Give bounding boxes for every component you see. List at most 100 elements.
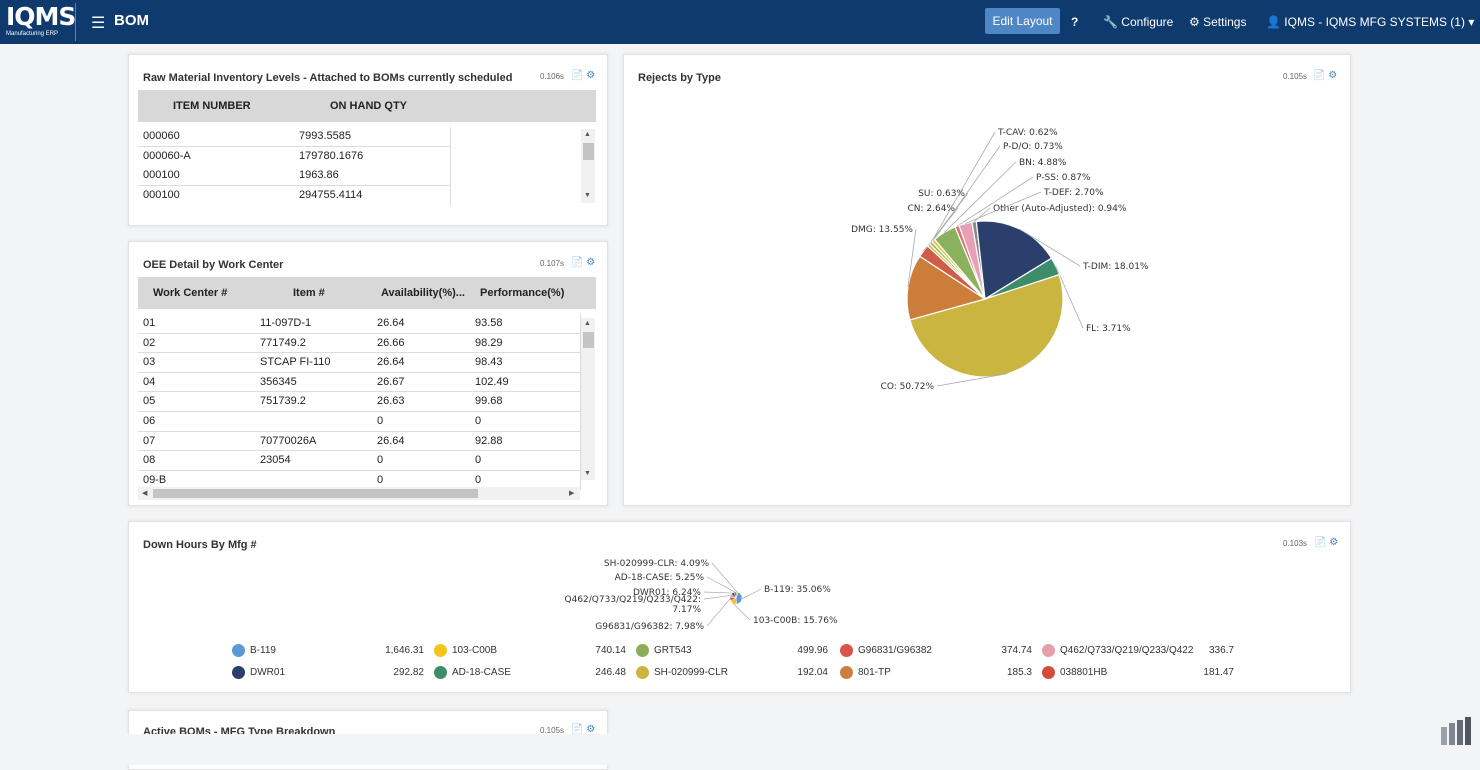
top-navbar: IQMS Manufacturing ERP ☰ BOM Edit Layout… — [0, 0, 1480, 44]
legend-item[interactable]: AD-18-CASE 246.48 — [434, 666, 629, 680]
legend-item[interactable]: 103-C00B 740.14 — [434, 644, 629, 658]
table-row[interactable]: 01 11-097D-1 26.64 93.58 — [138, 314, 581, 334]
legend-item[interactable]: B-119 1,646.31 — [232, 644, 427, 658]
legend-label: Q462/Q733/Q219/Q233/Q422 — [1060, 645, 1194, 656]
table-cell: 99.68 — [475, 395, 503, 408]
wrench-icon: 🔧 — [1103, 15, 1118, 29]
table-cell: 06 — [143, 415, 156, 427]
user-label: IQMS - IQMS MFG SYSTEMS (1) — [1284, 15, 1465, 29]
gear-icon[interactable]: ⚙ — [1328, 70, 1338, 81]
hamburger-icon[interactable]: ☰ — [91, 15, 106, 32]
column-header[interactable]: Work Center # — [153, 287, 228, 299]
down-hours-pie-chart: B-119: 35.06% 103-C00B: 15.76% G96831/G963… — [565, 559, 838, 632]
legend-label: G96831/G96382 — [858, 645, 932, 656]
scroll-up-icon[interactable]: ▲ — [584, 320, 591, 327]
column-header[interactable]: Availability(%)... — [381, 287, 465, 299]
configure-menu[interactable]: 🔧 Configure — [1103, 15, 1173, 29]
table-cell: 0 — [475, 473, 482, 486]
table-cell: 356345 — [260, 375, 297, 388]
panel-title: OEE Detail by Work Center — [143, 259, 284, 271]
scroll-left-icon[interactable]: ◀ — [142, 490, 148, 497]
horizontal-scrollbar[interactable]: ◀ ▶ — [138, 487, 580, 500]
gear-icon[interactable]: ⚙ — [586, 724, 596, 735]
table-row[interactable]: 000100 1963.86 — [138, 166, 451, 186]
vertical-scrollbar[interactable]: ▲ ▼ — [581, 318, 595, 480]
pie-label-connector — [933, 145, 1001, 241]
export-icon[interactable]: 📄 — [1314, 537, 1327, 548]
pie-label: Other (Auto-Adjusted): 0.94% — [993, 204, 1127, 214]
pie-label: T-DEF: 2.70% — [1043, 188, 1104, 198]
pie-label-connector — [732, 602, 751, 621]
table-cell: 03 — [143, 356, 156, 369]
export-icon[interactable]: 📄 — [571, 70, 584, 81]
table-row[interactable]: 000060-A 179780.1676 — [138, 147, 451, 167]
table-row[interactable]: 000100 294755.4114 — [138, 186, 451, 206]
table-row[interactable]: 000060 7993.5585 — [138, 127, 451, 147]
column-header[interactable]: ON HAND QTY — [330, 100, 407, 112]
settings-menu[interactable]: ⚙ Settings — [1189, 15, 1246, 29]
legend-value: 181.47 — [1203, 667, 1234, 678]
table-cell: 01 — [143, 317, 156, 329]
pie-label: DMG: 13.55% — [851, 225, 913, 235]
pie-label: T-CAV: 0.62% — [997, 128, 1058, 138]
table-cell: 70770026A — [260, 434, 317, 447]
pie-label-connector — [907, 228, 917, 288]
legend-item[interactable]: 038801HB 181.47 — [1042, 666, 1237, 680]
table-cell: 98.29 — [475, 336, 503, 349]
pie-label: AD-18-CASE: 5.25% — [615, 573, 705, 583]
table-row[interactable]: 05 751739.2 26.63 99.68 — [138, 392, 581, 412]
vertical-scrollbar[interactable]: ▲ ▼ — [581, 129, 595, 203]
gear-icon[interactable]: ⚙ — [586, 257, 596, 268]
scroll-down-icon[interactable]: ▼ — [584, 192, 591, 199]
legend-item[interactable]: DWR01 292.82 — [232, 666, 427, 680]
export-icon[interactable]: 📄 — [571, 257, 584, 268]
iqms-logo[interactable]: IQMS Manufacturing ERP — [6, 3, 76, 41]
legend-label: 103-C00B — [452, 645, 498, 656]
legend-value: 1,646.31 — [385, 645, 424, 656]
scroll-right-icon[interactable]: ▶ — [569, 490, 575, 497]
table-row[interactable]: 02 771749.2 26.66 98.29 — [138, 333, 581, 354]
table-row[interactable]: 04 356345 26.67 102.49 — [138, 372, 581, 393]
pie-label: SU: 0.63% — [918, 189, 965, 199]
user-menu[interactable]: 👤 IQMS - IQMS MFG SYSTEMS (1) ▾ — [1266, 15, 1474, 29]
column-header[interactable]: Performance(%) — [480, 287, 565, 299]
table-row[interactable]: 07 70770026A 26.64 92.88 — [138, 431, 581, 452]
app-logo-icon — [1441, 717, 1471, 745]
table-row[interactable]: 03 STCAP FI-110 26.64 98.43 — [138, 353, 581, 373]
scroll-up-icon[interactable]: ▲ — [584, 131, 591, 138]
scroll-thumb[interactable] — [583, 332, 594, 348]
legend-item[interactable]: SH-020999-CLR 192.04 — [636, 666, 831, 680]
legend-item[interactable]: 801-TP 185.3 — [840, 666, 1035, 680]
pie-label-connector — [965, 191, 1042, 224]
pie-label-connector — [944, 161, 1017, 233]
legend-value: 374.74 — [1001, 645, 1032, 656]
table-cell: 23054 — [260, 454, 291, 467]
table-row[interactable]: 08 23054 0 0 — [138, 451, 581, 471]
table-row[interactable]: 06 0 0 — [138, 412, 581, 432]
legend-item[interactable]: GRT543 499.96 — [636, 644, 831, 658]
gear-icon: ⚙ — [1189, 15, 1200, 29]
column-header[interactable]: Item # — [293, 287, 325, 299]
legend-item[interactable]: Q462/Q733/Q219/Q233/Q422 336.7 — [1042, 644, 1237, 658]
scroll-thumb[interactable] — [583, 143, 594, 160]
gear-icon[interactable]: ⚙ — [1329, 537, 1339, 548]
table-cell: 93.58 — [475, 317, 503, 329]
export-icon[interactable]: 📄 — [1313, 70, 1326, 81]
pie-label-connector — [741, 588, 762, 600]
table-cell: 11-097D-1 — [260, 317, 312, 329]
legend-item[interactable]: G96831/G96382 374.74 — [840, 644, 1035, 658]
scroll-thumb[interactable] — [153, 489, 478, 498]
edit-layout-button[interactable]: Edit Layout — [985, 8, 1060, 34]
table-cell: 26.64 — [377, 356, 405, 369]
help-button[interactable]: ? — [1071, 15, 1079, 29]
legend-label: B-119 — [250, 645, 276, 656]
scroll-down-icon[interactable]: ▼ — [584, 470, 591, 477]
table-header: Work Center # Item # Availability(%)... … — [138, 277, 596, 309]
table-cell: 000060 — [143, 130, 180, 142]
pie-label-connector — [706, 576, 736, 593]
legend-swatch — [840, 666, 853, 679]
export-icon[interactable]: 📄 — [571, 724, 584, 735]
column-header[interactable]: ITEM NUMBER — [173, 100, 251, 112]
gear-icon[interactable]: ⚙ — [586, 70, 596, 81]
panel-title: Rejects by Type — [638, 72, 721, 84]
